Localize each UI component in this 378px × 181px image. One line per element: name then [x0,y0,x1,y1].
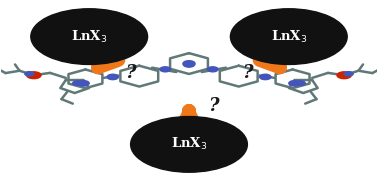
Circle shape [231,9,347,64]
Circle shape [260,74,271,80]
Circle shape [337,72,351,79]
Text: ?: ? [208,97,219,115]
Circle shape [344,72,353,76]
Circle shape [25,72,34,76]
Circle shape [183,62,195,67]
Circle shape [289,81,300,86]
Circle shape [296,81,305,85]
Text: LnX$_3$: LnX$_3$ [271,29,307,45]
Circle shape [183,61,195,66]
Text: LnX$_3$: LnX$_3$ [71,29,107,45]
Circle shape [107,74,118,80]
Circle shape [27,72,41,79]
Circle shape [131,117,247,172]
Circle shape [31,9,147,64]
Text: ?: ? [125,64,136,82]
Circle shape [73,81,82,85]
Text: LnX$_3$: LnX$_3$ [171,136,207,152]
Circle shape [208,67,218,72]
Text: ?: ? [242,64,253,82]
Circle shape [160,67,170,72]
Circle shape [78,81,89,86]
